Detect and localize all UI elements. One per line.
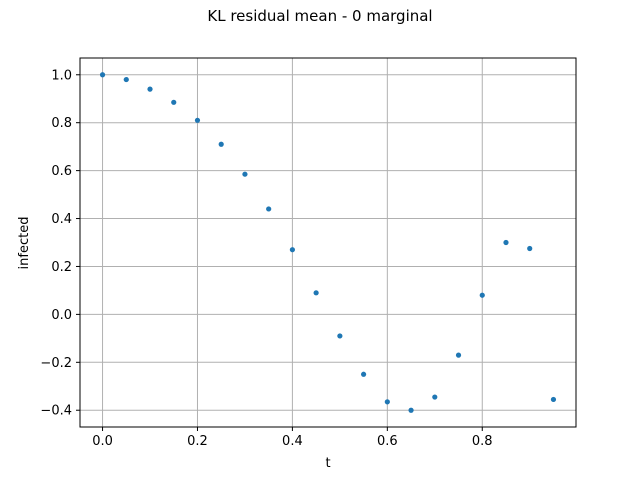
- data-point: [194, 117, 201, 123]
- y-tick-label: 0.8: [51, 116, 72, 131]
- y-tick-label: 0.2: [51, 260, 72, 275]
- data-point: [503, 239, 509, 246]
- data-point: [432, 394, 438, 400]
- x-tick-label: 0.2: [187, 434, 208, 449]
- x-tick-label: 0.0: [92, 434, 113, 449]
- data-point: [337, 333, 343, 339]
- data-point: [289, 247, 296, 253]
- y-tick-label: 0.0: [51, 308, 72, 323]
- data-point: [99, 72, 106, 78]
- data-point: [550, 396, 557, 403]
- data-point: [171, 99, 177, 105]
- axis-ticks: 0.0 0.2 0.4 0.6 0.8 −0.4 −0.2 0.0 0.2 0.4 0.6 0.8 1.…: [40, 68, 492, 449]
- data-point: [266, 206, 272, 212]
- y-tick-label: 0.6: [51, 164, 72, 179]
- y-tick-label: −0.4: [40, 404, 72, 419]
- data-points: [99, 72, 557, 413]
- data-point: [218, 141, 224, 147]
- chart-title: KL residual mean - 0 marginal: [207, 7, 432, 25]
- grid-lines: [80, 58, 576, 427]
- data-point: [527, 245, 533, 252]
- data-point: [313, 290, 319, 296]
- data-point: [384, 399, 390, 405]
- data-point: [479, 292, 485, 298]
- data-point: [408, 407, 414, 413]
- x-tick-label: 0.4: [282, 434, 303, 449]
- y-axis-label: infected: [17, 217, 32, 270]
- x-tick-label: 0.8: [472, 434, 493, 449]
- x-axis-label: t: [325, 456, 330, 471]
- data-point: [242, 171, 248, 177]
- data-point: [455, 352, 462, 358]
- data-point: [147, 86, 153, 92]
- x-tick-label: 0.6: [377, 434, 398, 449]
- y-tick-label: 0.4: [51, 212, 72, 227]
- y-tick-label: −0.2: [40, 356, 72, 371]
- y-tick-label: 1.0: [51, 68, 72, 83]
- plot-frame: [79, 57, 577, 428]
- data-point: [123, 76, 129, 83]
- data-point: [360, 371, 367, 377]
